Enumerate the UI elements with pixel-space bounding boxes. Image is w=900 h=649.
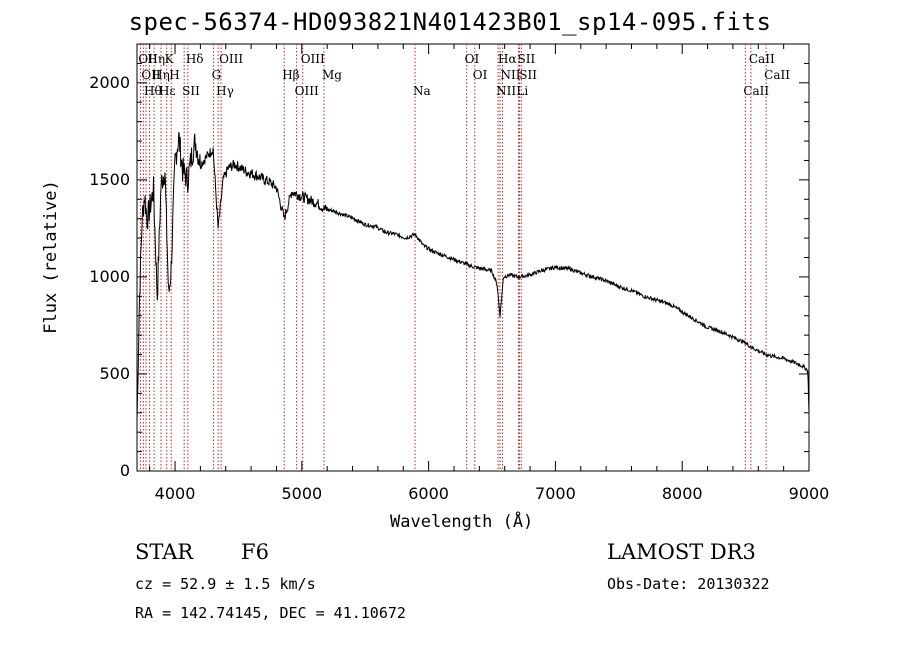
line-marker-label: Hε (158, 84, 176, 98)
x-tick-label: 9000 (788, 484, 830, 503)
plot-frame (136, 43, 810, 472)
line-marker-label: SII (182, 84, 200, 98)
line-marker-label: NII (500, 68, 521, 82)
line-marker-label: OIII (294, 84, 319, 98)
x-axis-label: Wavelength (Å) (390, 512, 534, 532)
line-marker-label: H (169, 68, 180, 82)
line-marker-label: CaII (743, 84, 770, 98)
line-marker-label: OI (464, 52, 480, 66)
line-marker-label: OII (141, 68, 161, 82)
line-marker-label: Mg (322, 68, 342, 82)
line-marker-label: Li (516, 84, 529, 98)
y-tick-label: 500 (99, 363, 130, 383)
line-marker-label: OII (138, 52, 158, 66)
line-marker-label: Hδ (185, 52, 204, 66)
line-marker-label: NII (496, 84, 517, 98)
x-tick-label: 5000 (281, 484, 323, 503)
y-axis-label: Flux (relative) (41, 180, 61, 334)
line-marker-label: Na (413, 84, 431, 98)
line-marker-label: Hη (147, 52, 166, 66)
line-marker-label: Hθ (144, 84, 162, 98)
line-marker-label: Hβ (282, 68, 300, 82)
chart-title: spec-56374-HD093821N401423B01_sp14-095.f… (128, 8, 772, 36)
line-marker-label: Hα (498, 52, 517, 66)
line-marker-label: OIII (219, 52, 244, 66)
y-tick-label: 0 (119, 461, 130, 480)
y-tick-label: 2000 (89, 72, 130, 92)
survey-label: LAMOST DR3 (607, 540, 756, 564)
line-marker-label: Hγ (216, 84, 234, 98)
object-class: STAR (135, 540, 194, 564)
x-tick-label: 7000 (535, 484, 576, 503)
line-marker-label: K (164, 52, 174, 66)
line-marker-label: OIII (300, 52, 325, 66)
y-tick-label: 1000 (89, 266, 130, 286)
subclass: F6 (241, 540, 269, 564)
spectrum-line (136, 132, 810, 423)
line-marker-label: CaII (764, 68, 790, 82)
coordinates: RA = 142.74145, DEC = 41.10672 (135, 604, 406, 622)
line-marker-label: CaII (748, 52, 775, 66)
y-tick-label: 1500 (89, 169, 130, 189)
x-tick-label: 8000 (661, 484, 703, 503)
line-marker-label: SII (519, 68, 537, 82)
line-marker-label: SII (517, 52, 536, 66)
redshift-text: cz = 52.9 ± 1.5 km/s (135, 575, 316, 593)
line-marker-label: Hη (152, 68, 170, 82)
obs-date: Obs-Date: 20130322 (607, 575, 770, 593)
line-marker-label: G (211, 68, 222, 82)
x-tick-label: 4000 (154, 484, 196, 503)
line-marker-label: OI (472, 68, 488, 82)
x-tick-label: 6000 (408, 484, 449, 503)
